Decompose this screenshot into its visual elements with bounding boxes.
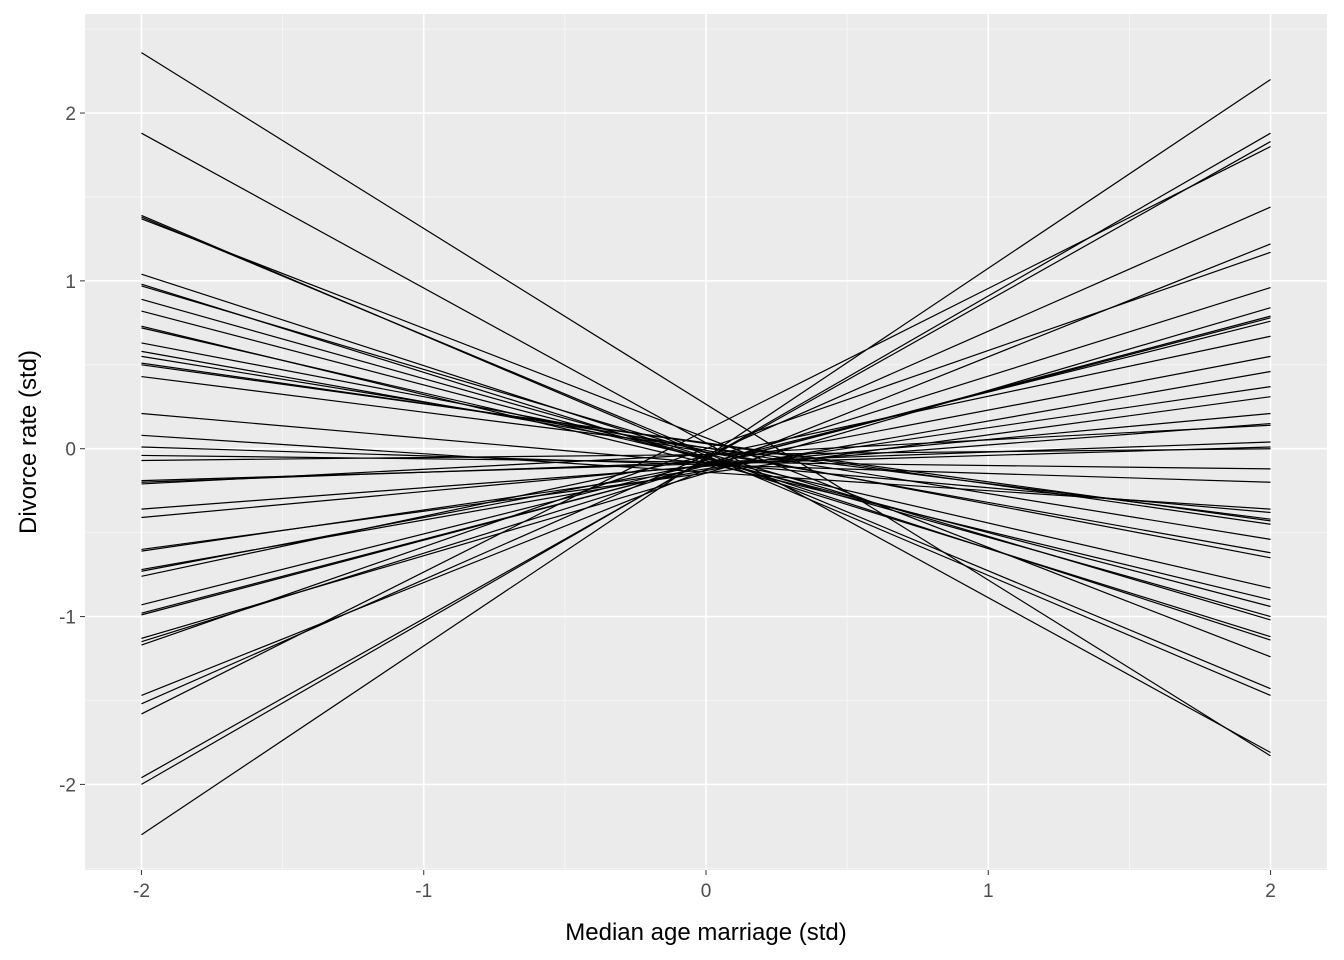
prior-line (141, 355, 1271, 572)
prior-line (141, 206, 1271, 705)
x-tick-label: -2 (133, 881, 150, 902)
prior-line (141, 251, 1271, 646)
prior-line (141, 78, 1271, 836)
prior-line (141, 141, 1271, 779)
prior-line (141, 315, 1271, 616)
prior-line (141, 287, 1271, 643)
y-tick-label: 0 (65, 440, 76, 461)
y-tick-label: 1 (65, 272, 76, 293)
prior-line (141, 424, 1271, 485)
prior-line (141, 441, 1271, 483)
prior-line (141, 422, 1271, 510)
y-tick-label: -1 (59, 608, 76, 629)
prior-line (141, 350, 1271, 554)
prior-line (141, 243, 1271, 697)
prior-line (141, 335, 1271, 577)
y-tick-label: -2 (59, 775, 76, 796)
y-axis-title: Divorce rate (std) (15, 350, 42, 534)
prior-line (141, 386, 1271, 552)
prior-line (141, 218, 1271, 658)
axis-ticks: -2 -1 0 1 2 -2 -1 0 1 2 (59, 104, 1276, 902)
x-tick-label: 0 (701, 881, 712, 902)
x-tick-label: 1 (983, 881, 994, 902)
prior-lines (141, 52, 1271, 836)
x-tick-label: 2 (1265, 881, 1276, 902)
prior-line (141, 342, 1271, 559)
y-tick-label: 2 (65, 104, 76, 125)
prior-line (141, 132, 1271, 785)
x-tick-label: -1 (415, 881, 432, 902)
prior-line (141, 327, 1271, 589)
prior-line (141, 434, 1271, 510)
prior-line (141, 320, 1271, 606)
prior-line (141, 52, 1271, 757)
x-axis-title: Median age marriage (std) (565, 919, 846, 946)
prior-line (141, 283, 1271, 638)
